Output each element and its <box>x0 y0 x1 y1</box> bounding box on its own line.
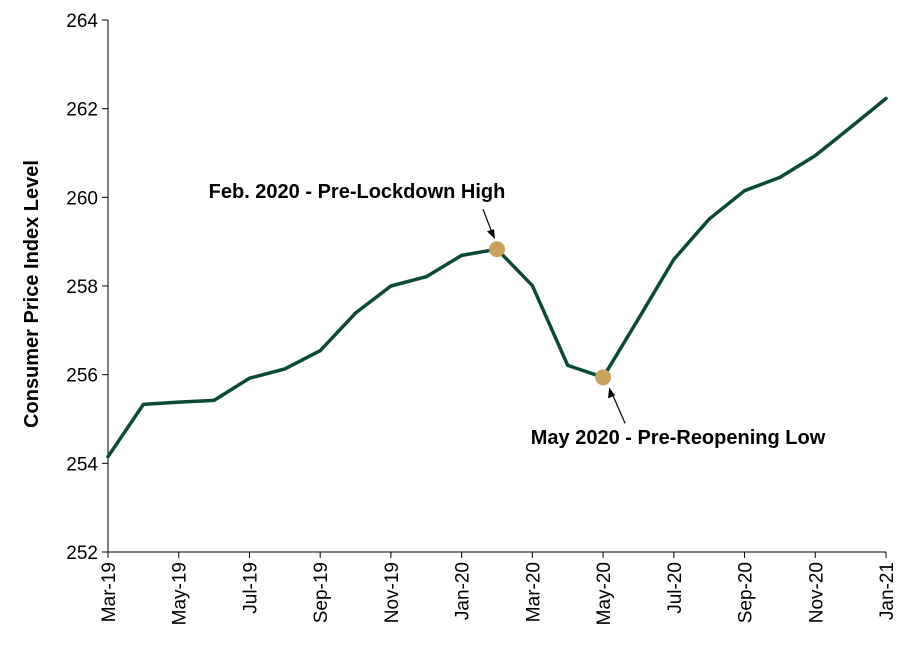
x-tick-label: Mar-20 <box>523 562 544 622</box>
annotation-arrowhead <box>608 387 616 399</box>
y-tick-label: 262 <box>66 100 98 121</box>
plot-area: 252 254 256 258 260 262 264 Mar-19 May-19 Jul-19… <box>66 11 898 625</box>
annotation-layer: Feb. 2020 - Pre-Lockdown High May 2020 - … <box>209 181 826 449</box>
cpi-series-line <box>106 96 888 459</box>
annotation-pre-reopening-low: May 2020 - Pre-Reopening Low <box>531 427 826 449</box>
annotation-arrow <box>610 391 626 424</box>
annotation-pre-lockdown-high: Feb. 2020 - Pre-Lockdown High <box>209 181 506 203</box>
x-tick-label: Jul-19 <box>240 562 261 614</box>
y-tick-label: 264 <box>66 11 98 32</box>
y-axis-ticks: 252 254 256 258 260 262 264 <box>66 11 108 564</box>
x-tick-label: Jan-21 <box>877 562 898 620</box>
marker-layer <box>489 241 612 386</box>
series-layer <box>106 96 888 459</box>
annotation-arrowhead <box>487 229 495 240</box>
x-tick-label: Jul-20 <box>665 562 686 614</box>
y-axis-title: Consumer Price Index Level <box>21 160 43 428</box>
x-tick-label: Jan-20 <box>453 562 474 620</box>
highlight-marker <box>595 369 612 386</box>
x-tick-label: Sep-20 <box>736 562 757 623</box>
x-tick-label: Nov-19 <box>382 562 403 623</box>
x-tick-label: May-20 <box>594 562 615 625</box>
y-tick-label: 252 <box>66 543 98 564</box>
x-tick-label: Nov-20 <box>806 562 827 623</box>
x-axis-ticks: Mar-19 May-19 Jul-19 Sep-19 Nov-19 Jan-20 Mar-… <box>99 552 898 625</box>
x-tick-label: May-19 <box>170 562 191 625</box>
y-tick-label: 254 <box>66 454 98 475</box>
y-tick-label: 260 <box>66 188 98 209</box>
y-tick-label: 256 <box>66 366 98 387</box>
x-tick-label: Mar-19 <box>99 562 120 622</box>
x-tick-label: Sep-19 <box>311 562 332 623</box>
y-tick-label: 258 <box>66 277 98 298</box>
highlight-marker <box>489 241 505 258</box>
